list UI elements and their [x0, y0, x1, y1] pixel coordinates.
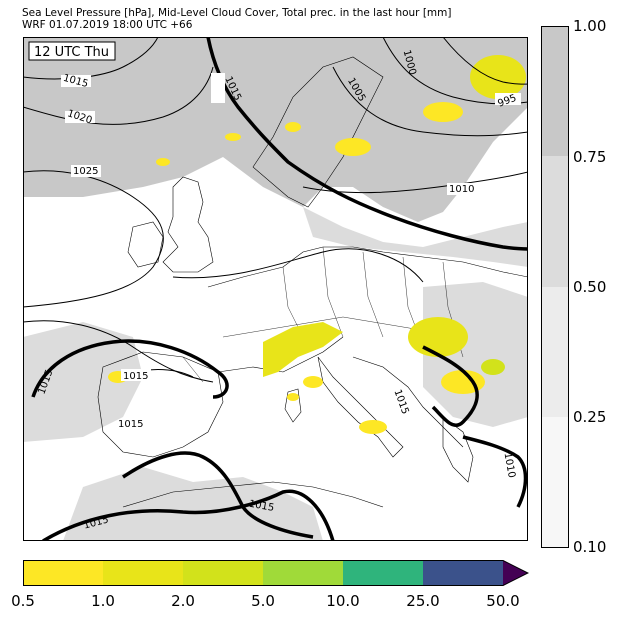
- cloud-patch-iberia-west: [23, 322, 143, 442]
- map-title: Sea Level Pressure [hPa], Mid-Level Clou…: [22, 7, 452, 19]
- coast-sardinia: [284, 388, 302, 423]
- isobar-thick-east: [462, 435, 528, 508]
- precip-band-2-5: [183, 560, 263, 586]
- coast-mainland: [207, 246, 528, 288]
- isobar-thick-iberia-west: [31, 339, 229, 399]
- precipitation-colorbar: [23, 560, 529, 586]
- precip-tick-label: 0.5: [11, 592, 35, 610]
- precip-tick-label: 5.0: [251, 592, 275, 610]
- precipitation-layer: [108, 55, 526, 434]
- isobar-thick-sahara: [42, 489, 335, 541]
- cloud-tick-label: 0.25: [573, 408, 607, 426]
- isobar-label: 1015: [118, 419, 143, 430]
- cloud-cover-layer: [23, 37, 528, 541]
- coast-iberia: [97, 351, 224, 458]
- isobar-1010: [302, 171, 528, 194]
- coast-greece: [442, 416, 474, 483]
- coast-ireland: [127, 221, 164, 268]
- cloud-tick-label: 0.10: [573, 538, 607, 556]
- isobar-thick-north: [206, 37, 528, 251]
- isobar-label: 1015: [123, 371, 148, 382]
- map-frame: [23, 37, 528, 541]
- isobar-995: [442, 37, 528, 85]
- coast-north-africa: [122, 481, 384, 508]
- isobar-1005: [332, 66, 528, 137]
- isobar-label: 1015: [248, 499, 275, 514]
- isobar-1015-northwest: [23, 37, 159, 80]
- cloud-tick-label: 0.50: [573, 278, 607, 296]
- cloud-band-central: [303, 207, 528, 267]
- coast-italy: [317, 356, 404, 458]
- precip-band-10-25: [343, 560, 423, 586]
- precip-band-5-10: [263, 560, 343, 586]
- coastlines: [97, 56, 528, 508]
- thick-isobars: [31, 37, 528, 541]
- precip-band-05-1: [23, 560, 103, 586]
- isobar-label: 1025: [73, 166, 98, 177]
- isobar-ridge-central: [172, 248, 424, 283]
- cloud-band-north-atlantic: [23, 37, 528, 222]
- cloud-band-025-050: [541, 287, 569, 417]
- isobar-label: 1010: [449, 184, 474, 195]
- model-run-subtitle: WRF 01.07.2019 18:00 UTC +66: [22, 19, 193, 31]
- precip-tick-label: 2.0: [171, 592, 195, 610]
- time-badge: 12 UTC Thu: [34, 45, 109, 60]
- coast-britain: [162, 176, 214, 273]
- cloud-band-075-100: [541, 26, 569, 156]
- coast-scandinavia: [252, 56, 384, 208]
- precip-band-25-50: [423, 560, 503, 586]
- precip-tick-label: 1.0: [91, 592, 115, 610]
- cloud-tick-label: 0.75: [573, 148, 607, 166]
- coast-adriatic: [352, 356, 464, 448]
- cloud-patch-north-africa: [63, 467, 323, 541]
- isobar-thick-balkan: [422, 345, 479, 428]
- isobar-label: 1010: [502, 452, 517, 479]
- coast-france-med: [217, 336, 344, 373]
- isobar-1020: [23, 66, 214, 125]
- isobar-1015-west: [23, 320, 214, 383]
- precip-tick-label: 25.0: [406, 592, 440, 610]
- precip-band-1-2: [103, 560, 183, 586]
- cloud-tick-label: 1.00: [573, 17, 607, 35]
- weather-map: 1015 1020 1025 1015 1010 1005 1000 995 1…: [23, 37, 528, 541]
- precip-tick-label: 50.0: [486, 592, 520, 610]
- time-badge-box: [28, 41, 116, 61]
- precip-tick-label: 10.0: [326, 592, 360, 610]
- cloud-cover-colorbar: [541, 26, 569, 548]
- cloud-band-050-075: [541, 156, 569, 287]
- isobar-thick-south: [122, 451, 314, 539]
- cloud-band-010-025: [541, 417, 569, 548]
- precip-band-over-50: [503, 560, 528, 586]
